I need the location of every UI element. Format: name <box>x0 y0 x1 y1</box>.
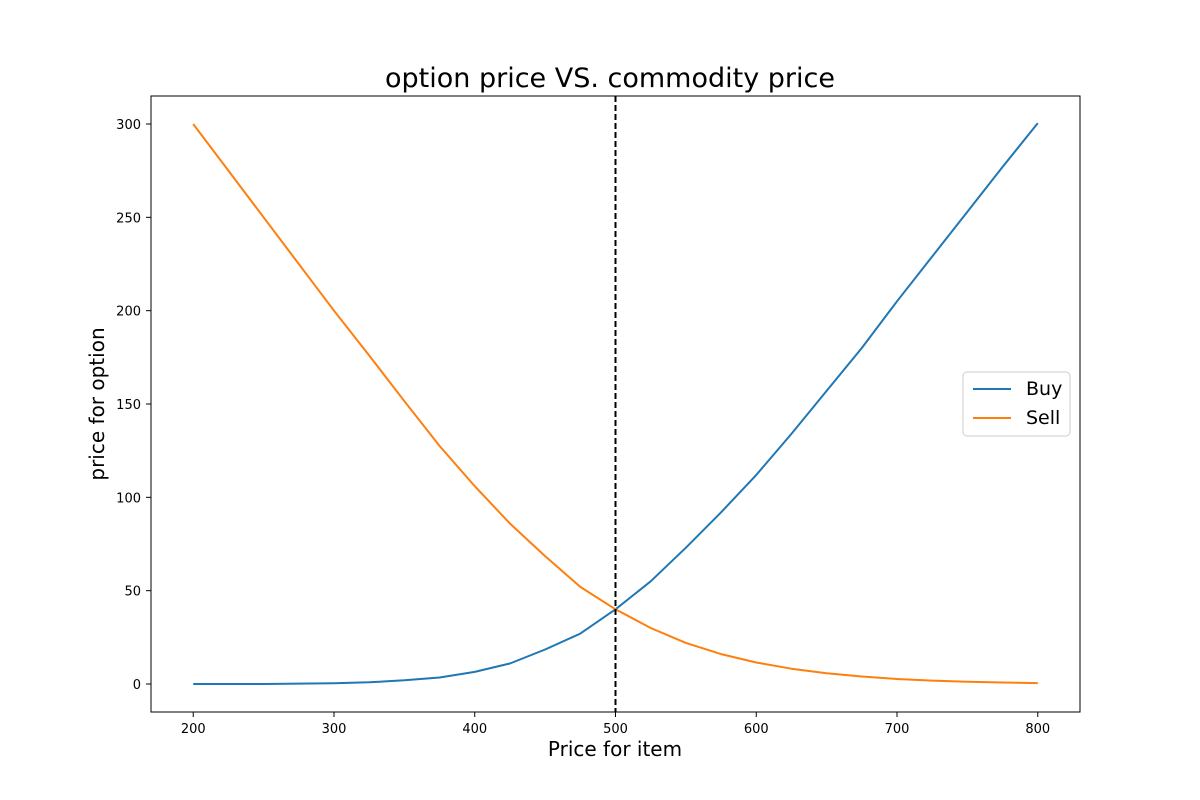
y-axis-title: price for option <box>85 327 109 480</box>
x-tick-label: 300 <box>322 722 347 737</box>
chart-title: option price VS. commodity price <box>385 63 835 94</box>
x-axis-title: Price for item <box>548 737 682 761</box>
y-axis: 0 50 100 150 200 250 300 <box>116 118 151 693</box>
legend-label-buy: Buy <box>1026 378 1062 400</box>
y-tick-label: 300 <box>116 118 141 133</box>
x-tick-label: 700 <box>885 722 910 737</box>
y-tick-label: 200 <box>116 305 141 320</box>
x-tick-label: 400 <box>462 722 487 737</box>
y-tick-label: 150 <box>116 398 141 413</box>
legend: Buy Sell <box>962 371 1071 437</box>
y-tick-label: 100 <box>116 491 141 506</box>
y-tick-label: 250 <box>116 211 141 226</box>
x-tick-label: 200 <box>181 722 206 737</box>
series-line-buy <box>193 122 1039 685</box>
x-tick-label: 500 <box>603 722 628 737</box>
y-tick-label: 0 <box>133 678 141 693</box>
x-axis: 200 300 400 500 600 700 800 <box>181 712 1050 737</box>
plot-lines <box>192 96 1039 712</box>
legend-label-sell: Sell <box>1026 407 1060 429</box>
y-tick-label: 50 <box>124 585 141 600</box>
x-tick-label: 800 <box>1025 722 1050 737</box>
series-line-sell <box>192 123 1038 685</box>
x-tick-label: 600 <box>744 722 769 737</box>
